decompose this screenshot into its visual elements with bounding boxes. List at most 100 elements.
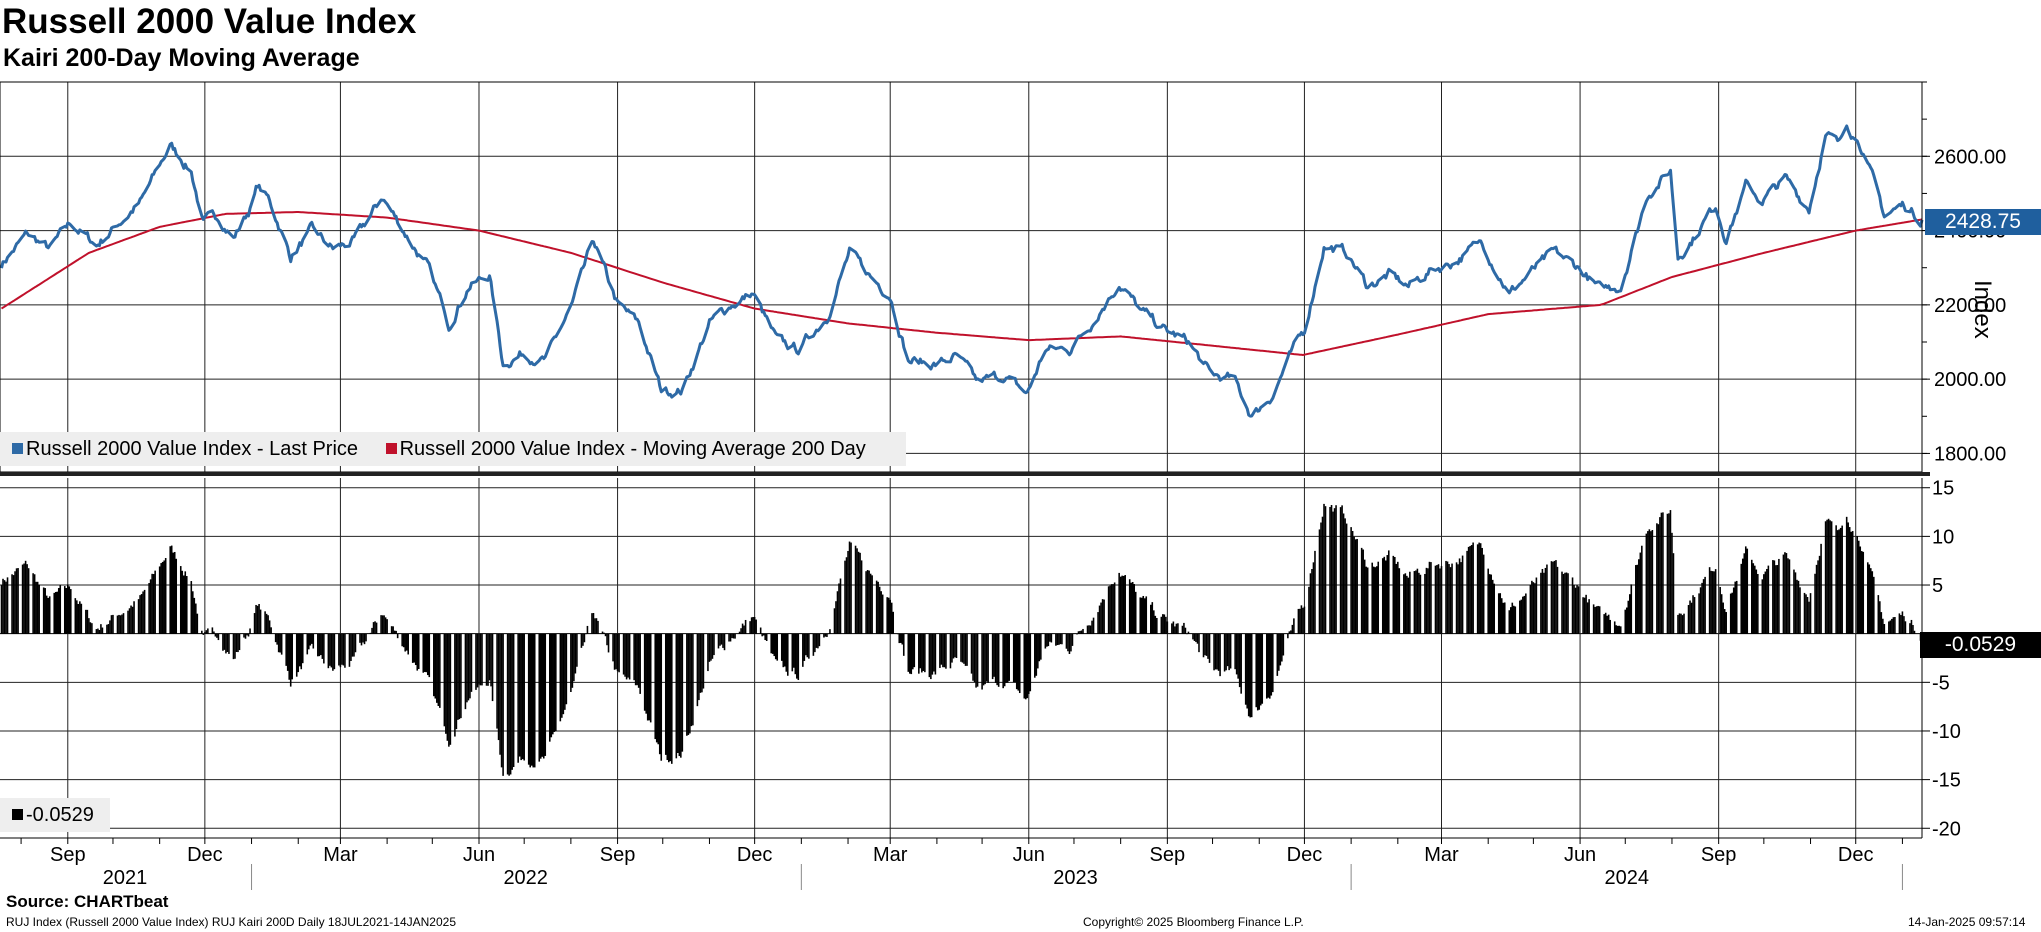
kairi-bar — [360, 633, 363, 646]
kairi-bar — [771, 633, 774, 654]
kairi-bar — [902, 633, 905, 656]
kairi-bar — [333, 633, 336, 670]
kairi-bar — [713, 633, 715, 656]
kairi-bar — [1184, 627, 1187, 634]
chart-subtitle: Kairi 200-Day Moving Average — [3, 44, 360, 72]
kairi-bar — [1882, 618, 1884, 634]
kairi-bar — [1404, 573, 1407, 634]
kairi-bar — [796, 633, 798, 679]
kairi-bar — [1594, 606, 1596, 634]
chart-title: Russell 2000 Value Index — [2, 2, 417, 41]
kairi-bar — [1577, 586, 1580, 634]
kairi-bar — [249, 628, 251, 634]
kairi-bar — [571, 633, 574, 688]
kairi-bar — [1445, 560, 1447, 634]
kairi-bar — [478, 633, 480, 685]
kairi-bar — [901, 633, 904, 645]
ma-line — [0, 211, 1923, 356]
kairi-bar — [966, 633, 968, 666]
kairi-bar — [274, 633, 277, 643]
kairi-bar — [854, 545, 857, 634]
kairi-bar — [464, 633, 467, 710]
kairi-bar — [1808, 601, 1810, 634]
kairi-bar — [1565, 572, 1568, 634]
kairi-bar — [1330, 505, 1333, 634]
kairi-bar — [559, 633, 562, 722]
kairi-bar — [1692, 595, 1694, 634]
kairi-bar — [182, 575, 185, 634]
kairi-bar — [1213, 633, 1215, 671]
kairi-bar — [1107, 586, 1110, 634]
grid-lines — [0, 82, 1922, 838]
kairi-bar — [332, 633, 334, 671]
month-label: Dec — [1838, 844, 1874, 866]
kairi-bar — [1672, 553, 1675, 634]
kairi-bar — [1550, 561, 1553, 634]
kairi-bar — [634, 633, 637, 686]
kairi-bar — [1061, 633, 1063, 645]
kairi-bar — [1743, 553, 1746, 634]
kairi-bar — [416, 633, 419, 671]
kairi-bar — [1910, 619, 1913, 634]
kairi-bar — [1333, 508, 1336, 634]
kairi-bar — [63, 586, 66, 634]
kairi-bar — [173, 551, 176, 634]
kairi-bar — [1754, 565, 1756, 634]
kairi-bar — [508, 633, 510, 776]
kairi-bar — [1323, 503, 1325, 634]
kairi-bar — [1363, 559, 1366, 634]
kairi-bar — [1192, 633, 1194, 640]
price-frame — [0, 81, 1923, 473]
kairi-bar — [1128, 579, 1131, 634]
kairi-bar — [1826, 519, 1828, 634]
kairi-bar — [1198, 633, 1200, 653]
kairi-bar — [127, 610, 129, 634]
kairi-bar — [817, 633, 819, 649]
kairi-bar — [1258, 633, 1261, 710]
kairi-bar — [1668, 513, 1670, 634]
kairi-bar — [1088, 625, 1090, 634]
kairi-bar — [321, 633, 324, 659]
kairi-bar — [881, 594, 884, 634]
kairi-bar — [1332, 511, 1334, 634]
kairi-bar — [1458, 558, 1461, 634]
kairi-bar — [1068, 633, 1071, 654]
kairi-bar — [1624, 609, 1627, 634]
kairi-bar — [1571, 577, 1574, 634]
kairi-bar — [1772, 560, 1774, 634]
kairi-bar — [265, 613, 268, 634]
kairi-bar — [214, 633, 217, 637]
kairi-bar — [1455, 562, 1458, 634]
kairi-bar — [1387, 550, 1390, 634]
kairi-bar — [1256, 633, 1259, 711]
kairi-bar — [732, 633, 735, 639]
kairi-bar — [395, 630, 397, 634]
month-label: Jun — [463, 844, 495, 866]
kairi-bar — [1669, 510, 1672, 634]
kairi-bar — [1573, 584, 1575, 634]
kairi-bar — [1604, 612, 1607, 634]
kairi-bar — [1003, 633, 1006, 687]
kairi-bar — [960, 633, 962, 662]
kairi-bar — [1687, 605, 1690, 634]
kairi-bar — [707, 633, 709, 672]
kairi-bar — [121, 614, 123, 634]
kairi-bar — [1481, 547, 1483, 634]
kairi-bar — [1719, 587, 1721, 634]
kairi-bar — [1588, 599, 1590, 634]
kairi-bar — [1018, 633, 1021, 694]
kairi-bar — [580, 633, 583, 648]
kairi-bar — [561, 633, 563, 718]
kairi-bar — [1740, 563, 1743, 634]
kairi-bar — [1040, 633, 1042, 660]
kairi-bar — [664, 633, 667, 755]
kairi-bar — [896, 633, 899, 635]
kairi-bar — [1204, 633, 1206, 656]
kairi-bar — [277, 633, 280, 653]
kairi-bar — [133, 601, 135, 634]
kairi-bar — [205, 630, 208, 634]
kairi-bar — [1818, 555, 1821, 634]
kairi-bar — [1234, 633, 1236, 670]
kairi-bar — [23, 563, 25, 634]
kairi-bar — [1782, 554, 1785, 634]
